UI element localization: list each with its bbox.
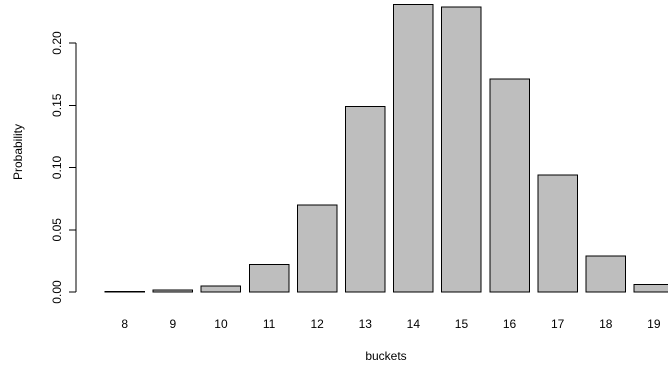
x-tick-label: 14: [407, 317, 421, 331]
y-tick-label: 0.20: [50, 31, 64, 55]
x-tick-label: 18: [599, 317, 613, 331]
bar-17: [537, 174, 578, 293]
y-tick-label: 0.15: [50, 93, 64, 117]
bar-9: [152, 289, 194, 293]
bar-15: [441, 6, 482, 293]
x-tick-label: 11: [263, 317, 276, 331]
bar-14: [393, 3, 434, 293]
y-tick-label: 0.05: [50, 218, 64, 242]
x-tick-label: 15: [455, 317, 469, 331]
bar-10: [200, 285, 242, 293]
x-tick-label: 19: [647, 317, 661, 331]
x-tick-label: 17: [551, 317, 565, 331]
x-tick-label: 9: [170, 317, 177, 331]
x-tick-label: 12: [310, 317, 324, 331]
bar-16: [489, 78, 530, 293]
bar-8: [104, 291, 145, 293]
y-axis: 0.00 0.05 0.10 0.15 0.20: [50, 31, 77, 304]
x-tick-label: 13: [359, 317, 373, 331]
bar-11: [248, 264, 290, 293]
y-tick-label: 0.00: [50, 280, 64, 304]
x-tick-label: 8: [121, 317, 128, 331]
bar-12: [296, 204, 338, 293]
bar-18: [585, 255, 626, 293]
bar-13: [345, 106, 386, 293]
x-axis-title: buckets: [365, 349, 406, 363]
y-axis-title: Probability: [11, 124, 25, 180]
x-tick-label: 16: [503, 317, 517, 331]
y-tick-label: 0.10: [50, 155, 64, 179]
bar-19: [633, 284, 668, 293]
plot-area: [104, 3, 668, 293]
x-tick-label: 10: [214, 317, 228, 331]
x-axis-tick-labels: 8 9 10 11 12 13 14 15 16 17 18 19: [121, 317, 660, 331]
